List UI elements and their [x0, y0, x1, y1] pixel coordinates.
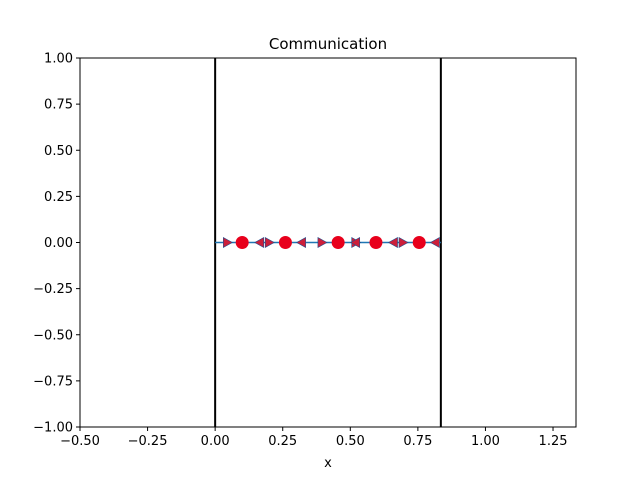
y-tick-label-7: 0.75: [44, 98, 73, 113]
x-tick-label-5: 0.75: [403, 434, 432, 449]
arrow-left-3: [387, 236, 398, 249]
y-tick-label-8: 1.00: [44, 52, 73, 67]
y-tick-label-0: −1.00: [33, 421, 73, 436]
y-tick-label-2: −0.50: [33, 328, 73, 343]
x-tick-label-0: −0.50: [60, 434, 100, 449]
arrow-right-1: [264, 236, 275, 249]
x-tick-label-4: 0.50: [336, 434, 365, 449]
x-tick-label-1: −0.25: [128, 434, 168, 449]
x-tick-label-3: 0.25: [268, 434, 297, 449]
y-tick-label-1: −0.75: [33, 374, 73, 389]
x-tick-label-2: 0.00: [201, 434, 230, 449]
x-axis-label: x: [324, 456, 332, 471]
arrow-left-4: [429, 236, 440, 249]
arrow-right-0: [223, 236, 233, 249]
y-tick-label-4: 0.00: [44, 236, 73, 251]
y-tick-label-3: −0.25: [33, 282, 73, 297]
chart-title: Communication: [269, 35, 387, 53]
y-tick-label-5: 0.25: [44, 190, 73, 205]
x-tick-label-7: 1.25: [539, 434, 568, 449]
data-point-4: [412, 236, 426, 249]
plot-area: −0.50 −0.25 0.00 0.25 0.50 0.75 1.00 1.25−1.00−…: [33, 52, 577, 449]
arrow-left-0: [254, 236, 265, 249]
arrow-right-2: [317, 236, 328, 249]
arrow-left-2: [350, 236, 361, 249]
y-tick-label-6: 0.50: [44, 144, 73, 159]
x-tick-label-6: 1.00: [471, 434, 500, 449]
data-point-3: [369, 236, 383, 249]
data-point-2: [331, 236, 345, 249]
data-point-0: [235, 236, 249, 249]
arrow-left-1: [296, 236, 306, 249]
arrow-right-4: [398, 236, 409, 249]
data-point-1: [278, 236, 292, 249]
